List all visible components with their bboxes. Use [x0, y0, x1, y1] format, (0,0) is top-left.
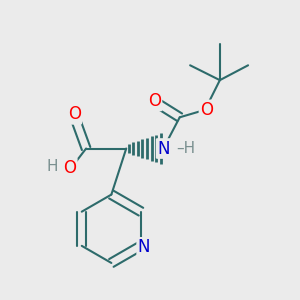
Text: O: O [200, 101, 213, 119]
Text: N: N [157, 140, 170, 158]
Text: H: H [46, 159, 58, 174]
Text: O: O [63, 159, 76, 177]
Text: O: O [148, 92, 161, 110]
Text: O: O [68, 105, 81, 123]
Text: N: N [138, 238, 150, 256]
Text: –H: –H [176, 141, 195, 156]
